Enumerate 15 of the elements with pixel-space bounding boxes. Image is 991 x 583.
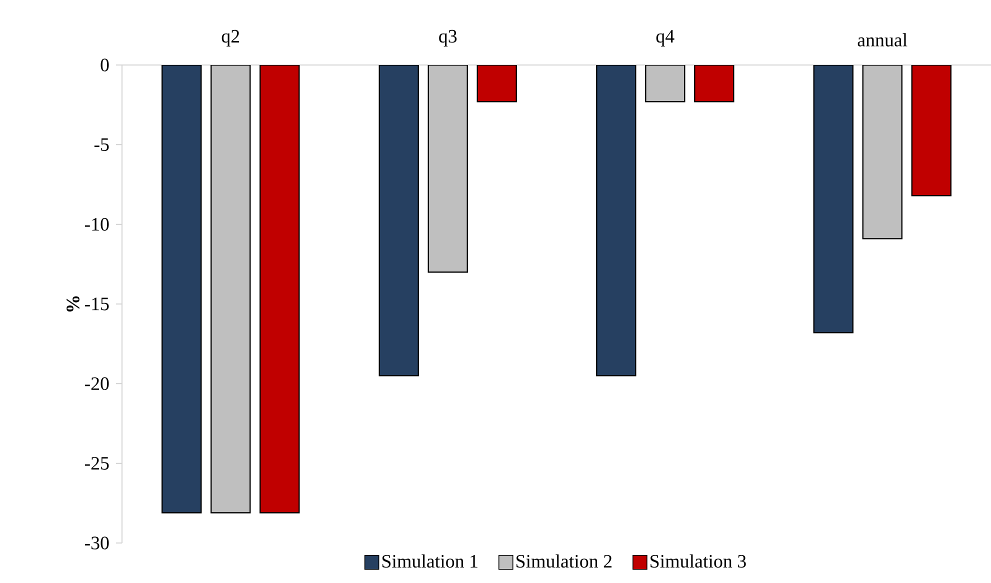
x-tick-label: q3	[439, 30, 457, 46]
x-tick-label: annual	[858, 33, 908, 46]
y-tick-label: -25	[84, 456, 109, 470]
legend-label: Simulation 1	[382, 554, 478, 568]
x-tick-label: q4	[656, 30, 674, 46]
y-tick-label: 0	[100, 58, 109, 72]
y-axis-title: %	[66, 296, 80, 312]
x-tick-label: q2	[222, 30, 240, 46]
y-tick-label: -30	[84, 536, 109, 550]
y-tick-label: -5	[94, 138, 109, 151]
y-tick-label: -20	[84, 377, 109, 390]
y-tick-label: -15	[84, 298, 109, 310]
legend-label: Simulation 3	[650, 554, 746, 568]
y-tick-label: -10	[84, 218, 109, 231]
legend-label: Simulation 2	[516, 554, 612, 568]
